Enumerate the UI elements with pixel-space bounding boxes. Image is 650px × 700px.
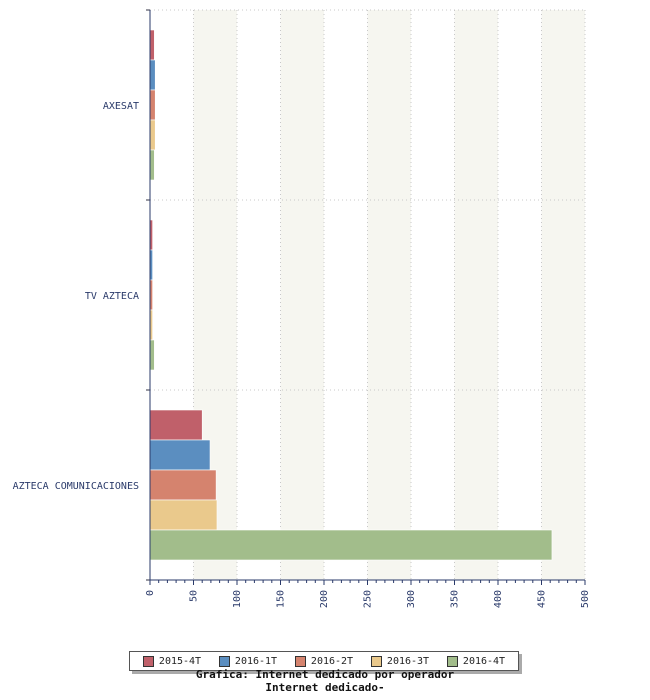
chart-subtitle: Internet dedicado- bbox=[265, 681, 385, 694]
x-tick-label: 400 bbox=[493, 590, 504, 608]
legend-item: 2015-4T bbox=[142, 655, 202, 667]
x-tick-label: 300 bbox=[406, 590, 417, 608]
category-label: AXESAT bbox=[103, 101, 139, 112]
legend: 2015-4T 2016-1T 2016-2T 2016-3T 2016-4T bbox=[129, 651, 519, 671]
grid-band bbox=[541, 10, 585, 580]
grid-band bbox=[454, 10, 498, 580]
x-tick-label: 150 bbox=[276, 590, 287, 608]
legend-swatch bbox=[294, 655, 306, 667]
legend-label: 2016-3T bbox=[386, 655, 430, 667]
bar-axesat-2016-1T bbox=[149, 59, 156, 91]
tick-labels: AXESAT TV AZTECA AZTECA COMUNICACIONES 0 50 1… bbox=[13, 101, 591, 608]
legend-item: 2016-1T bbox=[218, 655, 278, 667]
bar-axesat-2015-4T bbox=[149, 29, 155, 61]
x-tick-label: 200 bbox=[319, 590, 330, 608]
chart-title: Grafica: Internet dedicado por operador bbox=[195, 668, 455, 681]
bar-azteca-comunicaciones-2016-3T bbox=[149, 499, 218, 531]
axes bbox=[146, 9, 586, 585]
legend-label: 2016-4T bbox=[462, 655, 506, 667]
grid-bands bbox=[193, 10, 585, 580]
legend-item: 2016-2T bbox=[294, 655, 354, 667]
bars bbox=[149, 29, 553, 561]
x-tick-label: 500 bbox=[580, 590, 591, 608]
bar-azteca-comunicaciones-2016-4T bbox=[149, 529, 553, 561]
legend-swatch bbox=[370, 655, 382, 667]
x-tick-label: 350 bbox=[450, 590, 461, 608]
bar-azteca-comunicaciones-2015-4T bbox=[149, 409, 203, 441]
grid-band bbox=[280, 10, 324, 580]
legend-item: 2016-4T bbox=[446, 655, 506, 667]
bar-tv-azteca-2016-4T bbox=[149, 339, 155, 371]
x-tick-label: 100 bbox=[232, 590, 243, 608]
x-tick-label: 0 bbox=[145, 590, 156, 596]
legend-label: 2015-4T bbox=[158, 655, 202, 667]
x-tick-label: 50 bbox=[189, 590, 200, 602]
x-tick-label: 450 bbox=[537, 590, 548, 608]
bar-axesat-2016-2T bbox=[149, 89, 156, 121]
bar-axesat-2016-4T bbox=[149, 149, 155, 181]
grid-band bbox=[367, 10, 411, 580]
bar-azteca-comunicaciones-2016-2T bbox=[149, 469, 217, 501]
category-label: AZTECA COMUNICACIONES bbox=[13, 481, 139, 492]
legend-swatch bbox=[218, 655, 230, 667]
bar-azteca-comunicaciones-2016-1T bbox=[149, 439, 211, 471]
legend-label: 2016-2T bbox=[310, 655, 354, 667]
legend-swatch bbox=[446, 655, 458, 667]
bar-axesat-2016-3T bbox=[149, 119, 156, 151]
legend-swatch bbox=[142, 655, 154, 667]
x-tick-label: 250 bbox=[363, 590, 374, 608]
legend-item: 2016-3T bbox=[370, 655, 430, 667]
category-label: TV AZTECA bbox=[85, 291, 139, 302]
legend-label: 2016-1T bbox=[234, 655, 278, 667]
